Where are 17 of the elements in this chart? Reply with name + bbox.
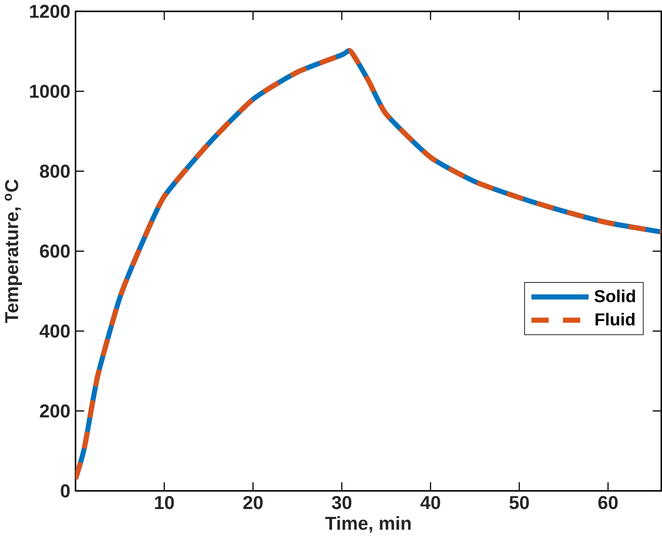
y-tick-label: 1000 [30,84,70,98]
x-axis-title: Time, min [325,516,411,532]
x-tick-label: 30 [332,496,352,510]
legend-label: Solid [594,289,635,302]
x-tick-label: 60 [598,496,618,509]
x-tick-label: 50 [509,496,529,509]
y-tick-label: 200 [40,404,70,418]
y-tick-label: 400 [40,324,70,338]
legend-label: Fluid [596,312,634,326]
y-tick-label: 1200 [30,4,70,18]
x-tick-label: 10 [155,496,174,509]
y-tick-label: 0 [60,484,70,498]
y-tick-label: 800 [40,164,70,178]
y-axis-title: Temperature, $^{o}$C [4,179,22,323]
x-tick-label: 40 [420,496,440,509]
x-tick-label: 20 [243,496,263,509]
y-tick-label: 600 [40,244,70,258]
